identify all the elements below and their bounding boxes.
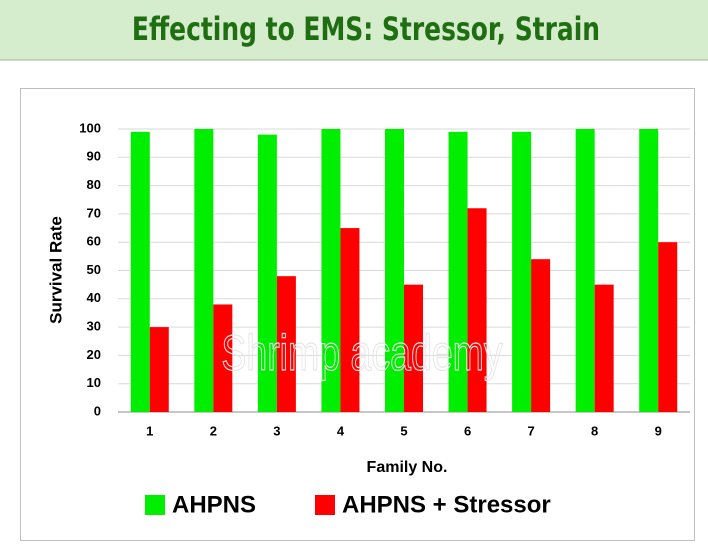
x-tick-label: 8 bbox=[591, 423, 598, 438]
bar bbox=[257, 134, 277, 412]
bar bbox=[531, 259, 551, 412]
bar bbox=[512, 131, 532, 412]
y-tick-label: 40 bbox=[87, 290, 101, 305]
legend-swatch bbox=[145, 495, 165, 515]
bar bbox=[575, 129, 595, 412]
bar bbox=[448, 131, 468, 412]
x-tick-label: 2 bbox=[210, 423, 217, 438]
watermark: Shrimp academy bbox=[221, 326, 502, 381]
bar bbox=[594, 284, 614, 412]
x-tick-label: 5 bbox=[400, 423, 407, 438]
y-tick-label: 100 bbox=[79, 120, 101, 135]
x-tick-label: 4 bbox=[337, 423, 345, 438]
bar bbox=[467, 208, 487, 412]
x-tick-label: 1 bbox=[146, 423, 153, 438]
legend-swatch bbox=[315, 495, 335, 515]
bar bbox=[130, 131, 150, 412]
bar bbox=[276, 276, 296, 412]
legend-label: AHPNS bbox=[172, 491, 256, 518]
y-tick-label: 70 bbox=[87, 205, 101, 220]
bar bbox=[321, 129, 341, 412]
y-tick-label: 30 bbox=[87, 319, 101, 334]
bar bbox=[149, 327, 169, 412]
bar bbox=[194, 129, 214, 412]
y-tick-label: 60 bbox=[87, 234, 101, 249]
y-tick-label: 20 bbox=[87, 347, 101, 362]
slide-title: Effecting to EMS: Stressor, Strain bbox=[132, 10, 600, 48]
x-tick-label: 3 bbox=[273, 423, 280, 438]
bar bbox=[404, 284, 423, 412]
y-axis-label: Survival Rate bbox=[46, 216, 65, 324]
bar bbox=[385, 129, 404, 412]
x-tick-label: 7 bbox=[527, 423, 534, 438]
bar bbox=[213, 304, 233, 412]
bar bbox=[340, 228, 360, 412]
x-axis-label: Family No. bbox=[367, 459, 448, 476]
x-tick-label: 6 bbox=[464, 423, 471, 438]
y-tick-label: 90 bbox=[87, 149, 101, 164]
y-tick-label: 80 bbox=[87, 177, 101, 192]
y-tick-label: 0 bbox=[94, 403, 101, 418]
y-tick-label: 10 bbox=[87, 375, 101, 390]
y-tick-label: 50 bbox=[87, 262, 101, 277]
legend-label: AHPNS + Stressor bbox=[342, 491, 551, 518]
header-band bbox=[0, 0, 708, 60]
x-tick-label: 9 bbox=[655, 423, 662, 438]
bar bbox=[658, 242, 678, 412]
bar bbox=[639, 129, 659, 412]
